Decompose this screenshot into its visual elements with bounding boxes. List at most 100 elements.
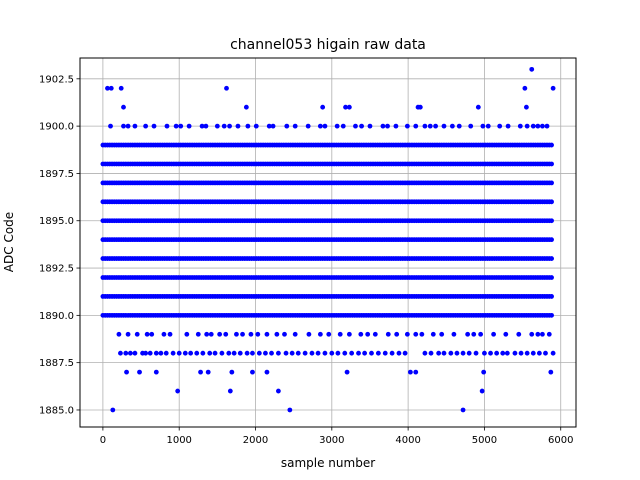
data-point (396, 350, 402, 356)
data-point (188, 350, 194, 356)
data-point (404, 123, 410, 129)
data-point (274, 331, 280, 337)
data-point (549, 275, 554, 280)
data-point (198, 369, 203, 375)
data-point (143, 350, 149, 356)
data-point (505, 123, 511, 129)
data-point (346, 104, 352, 110)
data-point (282, 331, 287, 337)
data-point (344, 369, 350, 375)
data-point (326, 331, 332, 337)
data-point (334, 123, 340, 129)
data-point (439, 331, 445, 337)
data-point (543, 350, 548, 356)
y-tick-label: 1897.5 (39, 169, 74, 180)
data-point (223, 331, 229, 337)
y-tick-label: 1890.0 (39, 311, 74, 322)
data-point (549, 161, 554, 167)
data-points (100, 66, 556, 413)
data-point (451, 331, 457, 337)
data-point (417, 104, 423, 110)
y-tick-label: 1892.5 (39, 264, 74, 275)
y-tick-label: 1895.0 (39, 216, 74, 227)
data-point (512, 350, 518, 356)
data-point (549, 256, 554, 261)
data-point (441, 350, 447, 356)
data-point (471, 331, 477, 337)
data-point (118, 85, 124, 91)
data-point (342, 350, 348, 356)
data-point (276, 388, 281, 394)
data-point (488, 350, 493, 356)
data-point (234, 331, 239, 337)
data-point (255, 331, 261, 337)
data-point (244, 350, 250, 356)
data-point (413, 123, 419, 129)
data-point (481, 369, 487, 375)
data-point (153, 350, 159, 356)
data-point (250, 369, 255, 375)
data-point (337, 331, 343, 337)
data-point (530, 350, 536, 356)
data-point (302, 350, 308, 356)
data-point (428, 350, 434, 356)
data-point (320, 104, 326, 110)
data-point (359, 123, 364, 129)
y-tick-label: 1885.0 (39, 405, 74, 416)
data-point (269, 350, 274, 356)
data-point (170, 350, 176, 356)
data-point (535, 331, 541, 337)
data-point (151, 123, 157, 129)
data-point (422, 123, 428, 129)
data-point (108, 123, 113, 129)
data-point (369, 350, 374, 356)
data-point (343, 104, 348, 110)
data-point (167, 331, 173, 337)
data-point (480, 123, 486, 129)
data-point (504, 350, 510, 356)
data-point (219, 350, 225, 356)
data-point (203, 123, 209, 129)
data-point (362, 350, 368, 356)
data-point (178, 123, 184, 129)
data-point (550, 85, 556, 91)
data-point (549, 199, 554, 205)
data-point (231, 350, 237, 356)
x-axis-ticks: 0 1000 2000 3000 4000 5000 6000 (100, 427, 573, 446)
y-tick-label: 1902.5 (39, 74, 74, 85)
data-point (207, 350, 213, 356)
data-point (478, 331, 484, 337)
data-point (466, 350, 472, 356)
data-point (116, 331, 122, 337)
data-point (173, 123, 179, 129)
data-point (270, 123, 276, 129)
data-point (402, 350, 408, 356)
data-point (137, 369, 142, 375)
data-point (118, 350, 123, 356)
data-point (385, 123, 390, 129)
data-point (105, 85, 110, 91)
chart-title: channel053 higain raw data (230, 37, 426, 53)
data-point (306, 331, 312, 337)
data-point (144, 331, 150, 337)
data-point (389, 350, 395, 356)
data-point (287, 407, 293, 413)
data-point (245, 123, 251, 129)
data-point (217, 331, 223, 337)
data-point (175, 388, 181, 394)
data-point (385, 331, 391, 337)
data-point (205, 369, 211, 375)
data-point (540, 331, 545, 337)
data-point (475, 104, 481, 110)
data-point (365, 331, 371, 337)
data-point (529, 331, 535, 337)
x-axis-label: sample number (281, 456, 375, 470)
data-point (309, 350, 315, 356)
data-point (243, 104, 249, 110)
data-point (454, 350, 460, 356)
data-point (158, 350, 164, 356)
data-point (195, 331, 201, 337)
data-point (127, 350, 133, 356)
data-point (317, 123, 323, 129)
